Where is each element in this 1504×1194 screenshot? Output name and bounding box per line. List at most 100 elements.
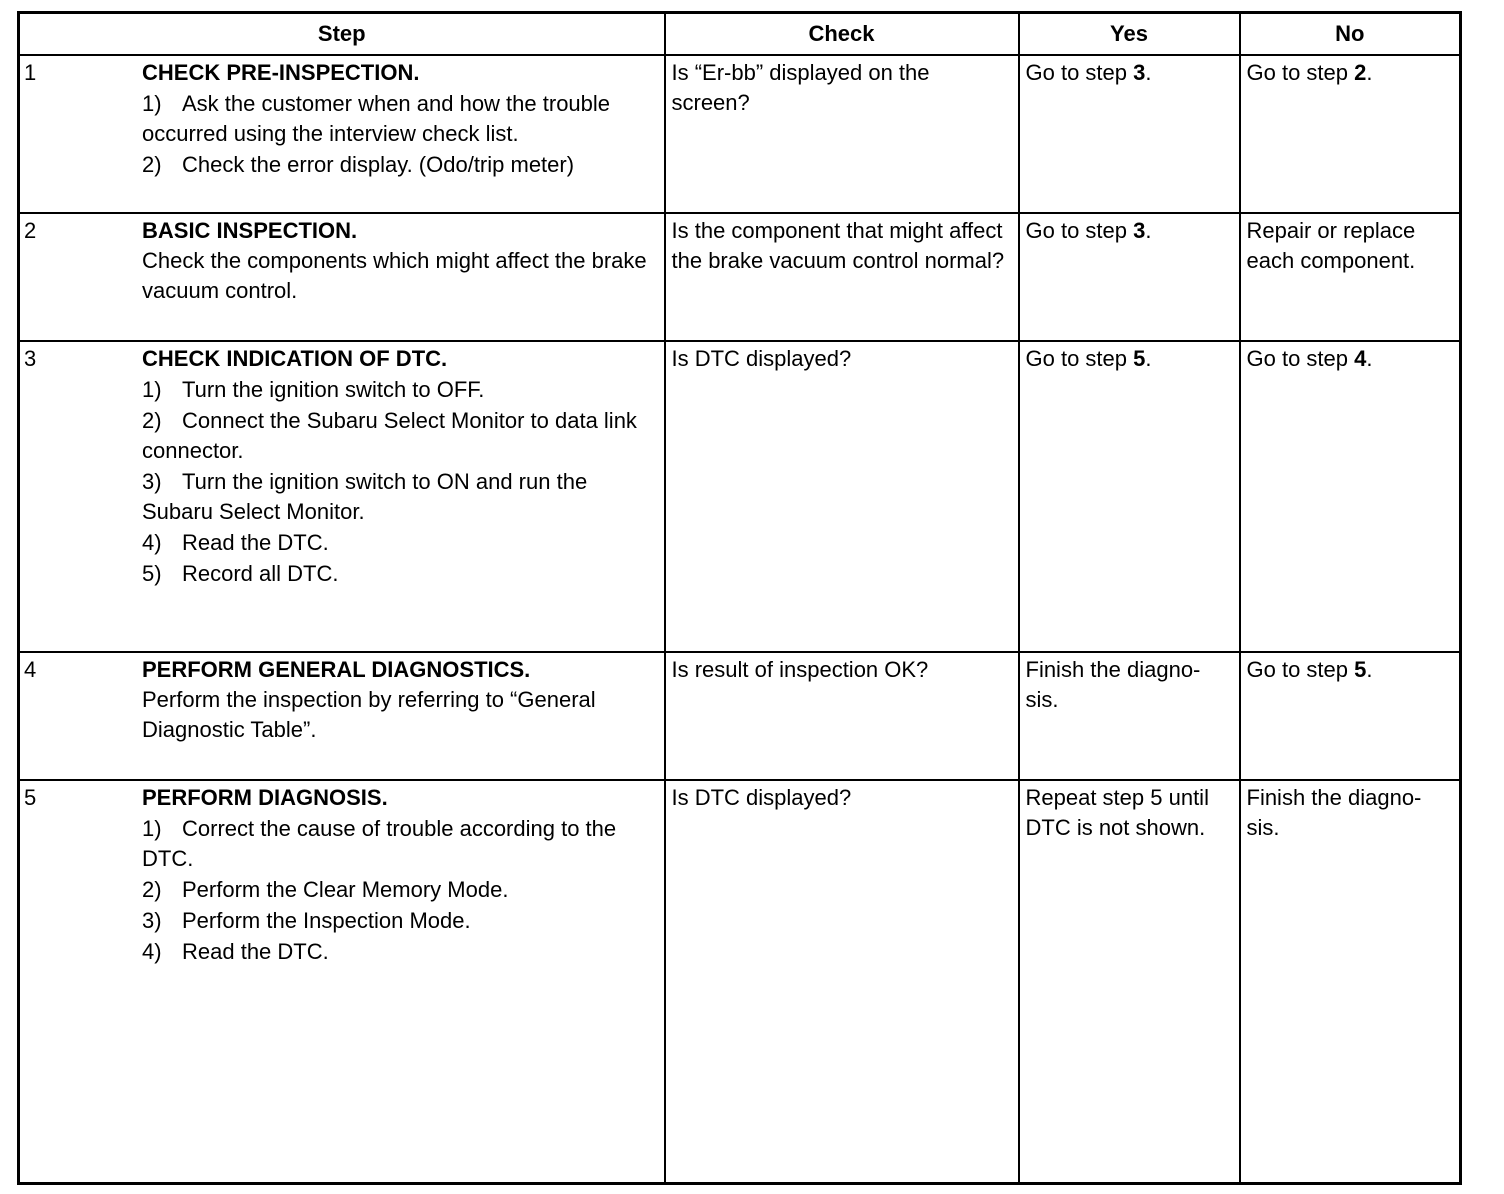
step-content: 2 BASIC INSPECTION. Check the components w… xyxy=(20,214,664,306)
yes-text: Repeat step 5 until DTC is not shown. xyxy=(1025,785,1209,840)
table-row: 2 BASIC INSPECTION. Check the components w… xyxy=(17,212,1462,342)
step-cell: 4 PERFORM GENERAL DIAGNOSTICS. Perform the… xyxy=(17,651,666,781)
step-title: PERFORM DIAGNOSIS. xyxy=(142,785,388,810)
no-action: Repair or replace each component. xyxy=(1241,214,1460,276)
yes-cell: Repeat step 5 until DTC is not shown. xyxy=(1017,779,1241,1184)
step-instruction: 2) Connect the Subaru Select Monitor to d… xyxy=(142,406,658,466)
step-body: PERFORM DIAGNOSIS. 1) Correct the cause of… xyxy=(142,783,664,967)
check-cell: Is DTC displayed? xyxy=(663,340,1020,653)
step-cell: 5 PERFORM DIAGNOSIS. 1) Correct the cause o… xyxy=(17,779,666,1184)
instruction-number: 2) xyxy=(142,152,162,177)
step-title: PERFORM GENERAL DIAGNOSTICS. xyxy=(142,657,531,682)
no-action: Go to step 2. xyxy=(1241,56,1460,88)
yes-cell: Finish the diagno-sis. xyxy=(1017,651,1241,781)
step-description: Check the components which might affect … xyxy=(142,248,647,303)
no-action: Go to step 4. xyxy=(1241,342,1460,374)
instruction-text: Perform the Clear Memory Mode. xyxy=(182,877,509,902)
no-suffix: . xyxy=(1366,346,1373,371)
instruction-number: 1) xyxy=(142,816,162,841)
check-question: Is “Er-bb” displayed on the screen? xyxy=(671,60,930,115)
step-body: CHECK PRE-INSPECTION. 1) Ask the customer … xyxy=(142,58,664,180)
step-instruction: 1) Ask the customer when and how the trou… xyxy=(142,89,658,149)
instruction-text: Turn the ignition switch to ON and run t… xyxy=(142,469,588,524)
check-cell: Is result of inspection OK? xyxy=(663,651,1020,781)
check-question: Is result of inspection OK? xyxy=(671,657,929,682)
instruction-text: Read the DTC. xyxy=(182,530,329,555)
diagnostic-table: Step Check Yes No 1 CHECK PRE-INSPECTION.… xyxy=(17,11,1462,1185)
header-step: Step xyxy=(17,11,666,56)
yes-step-number: 5 xyxy=(1133,346,1146,371)
table-row: 4 PERFORM GENERAL DIAGNOSTICS. Perform the… xyxy=(17,651,1462,781)
yes-suffix: . xyxy=(1145,60,1152,85)
yes-text: Go to step xyxy=(1025,60,1134,85)
step-content: 5 PERFORM DIAGNOSIS. 1) Correct the cause o… xyxy=(20,781,664,967)
header-no: No xyxy=(1238,11,1462,56)
no-text: Finish the diagno-sis. xyxy=(1246,785,1422,840)
step-content: 1 CHECK PRE-INSPECTION. 1) Ask the customer… xyxy=(20,56,664,180)
instruction-number: 1) xyxy=(142,377,162,402)
instruction-number: 3) xyxy=(142,469,162,494)
instruction-number: 2) xyxy=(142,877,162,902)
step-body: BASIC INSPECTION. Check the components wh… xyxy=(142,216,664,306)
step-instruction: 2) Perform the Clear Memory Mode. xyxy=(142,875,658,905)
table-row: 5 PERFORM DIAGNOSIS. 1) Correct the cause o… xyxy=(17,779,1462,1184)
step-title: CHECK PRE-INSPECTION. xyxy=(142,60,420,85)
instruction-number: 4) xyxy=(142,939,162,964)
step-body: PERFORM GENERAL DIAGNOSTICS. Perform the … xyxy=(142,655,664,745)
no-cell: Repair or replace each component. xyxy=(1238,212,1462,342)
yes-text: Finish the diagno-sis. xyxy=(1025,657,1201,712)
instruction-text: Turn the ignition switch to OFF. xyxy=(182,377,485,402)
no-step-number: 2 xyxy=(1354,60,1367,85)
no-cell: Go to step 2. xyxy=(1238,54,1462,214)
instruction-text: Check the error display. (Odo/trip meter… xyxy=(182,152,575,177)
instruction-number: 1) xyxy=(142,91,162,116)
step-number: 5 xyxy=(24,785,37,810)
no-step-number: 4 xyxy=(1354,346,1367,371)
no-text: Go to step xyxy=(1246,60,1355,85)
yes-suffix: . xyxy=(1145,346,1152,371)
table-row: 1 CHECK PRE-INSPECTION. 1) Ask the customer… xyxy=(17,54,1462,214)
instruction-text: Ask the customer when and how the troubl… xyxy=(142,91,611,146)
no-action: Go to step 5. xyxy=(1241,653,1460,685)
no-text: Go to step xyxy=(1246,657,1355,682)
step-number: 4 xyxy=(24,657,37,682)
no-text: Go to step xyxy=(1246,346,1355,371)
instruction-text: Connect the Subaru Select Monitor to dat… xyxy=(142,408,637,463)
yes-cell: Go to step 5. xyxy=(1017,340,1241,653)
instruction-number: 2) xyxy=(142,408,162,433)
check-cell: Is the component that might affect the b… xyxy=(663,212,1020,342)
instruction-text: Record all DTC. xyxy=(182,561,339,586)
step-instruction: 4) Read the DTC. xyxy=(142,528,658,558)
no-action: Finish the diagno-sis. xyxy=(1241,781,1460,843)
no-cell: Go to step 4. xyxy=(1238,340,1462,653)
yes-step-number: 3 xyxy=(1133,218,1146,243)
instruction-text: Correct the cause of trouble according t… xyxy=(142,816,617,871)
step-body: CHECK INDICATION OF DTC. 1) Turn the ignit… xyxy=(142,344,664,589)
no-cell: Go to step 5. xyxy=(1238,651,1462,781)
step-title: BASIC INSPECTION. xyxy=(142,218,358,243)
step-instruction: 2) Check the error display. (Odo/trip met… xyxy=(142,150,658,180)
table-row: 3 CHECK INDICATION OF DTC. 1) Turn the igni… xyxy=(17,340,1462,653)
check-cell: Is “Er-bb” displayed on the screen? xyxy=(663,54,1020,214)
step-cell: 3 CHECK INDICATION OF DTC. 1) Turn the igni… xyxy=(17,340,666,653)
yes-action: Go to step 3. xyxy=(1020,214,1239,246)
yes-action: Repeat step 5 until DTC is not shown. xyxy=(1020,781,1239,843)
yes-action: Go to step 3. xyxy=(1020,56,1239,88)
no-text: Repair or replace each component. xyxy=(1246,218,1416,273)
yes-action: Finish the diagno-sis. xyxy=(1020,653,1239,715)
step-instruction: 3) Perform the Inspection Mode. xyxy=(142,906,658,936)
instruction-number: 5) xyxy=(142,561,162,586)
header-row: Step Check Yes No xyxy=(17,11,1462,56)
header-check: Check xyxy=(663,11,1020,56)
step-instruction: 3) Turn the ignition switch to ON and run… xyxy=(142,467,658,527)
step-instruction: 4) Read the DTC. xyxy=(142,937,658,967)
no-step-number: 5 xyxy=(1354,657,1367,682)
yes-action: Go to step 5. xyxy=(1020,342,1239,374)
check-cell: Is DTC displayed? xyxy=(663,779,1020,1184)
check-question: Is DTC displayed? xyxy=(671,785,852,810)
step-description: Perform the inspection by referring to “… xyxy=(142,687,596,742)
check-question: Is DTC displayed? xyxy=(671,346,852,371)
step-title: CHECK INDICATION OF DTC. xyxy=(142,346,448,371)
yes-text: Go to step xyxy=(1025,346,1134,371)
header-yes: Yes xyxy=(1017,11,1241,56)
